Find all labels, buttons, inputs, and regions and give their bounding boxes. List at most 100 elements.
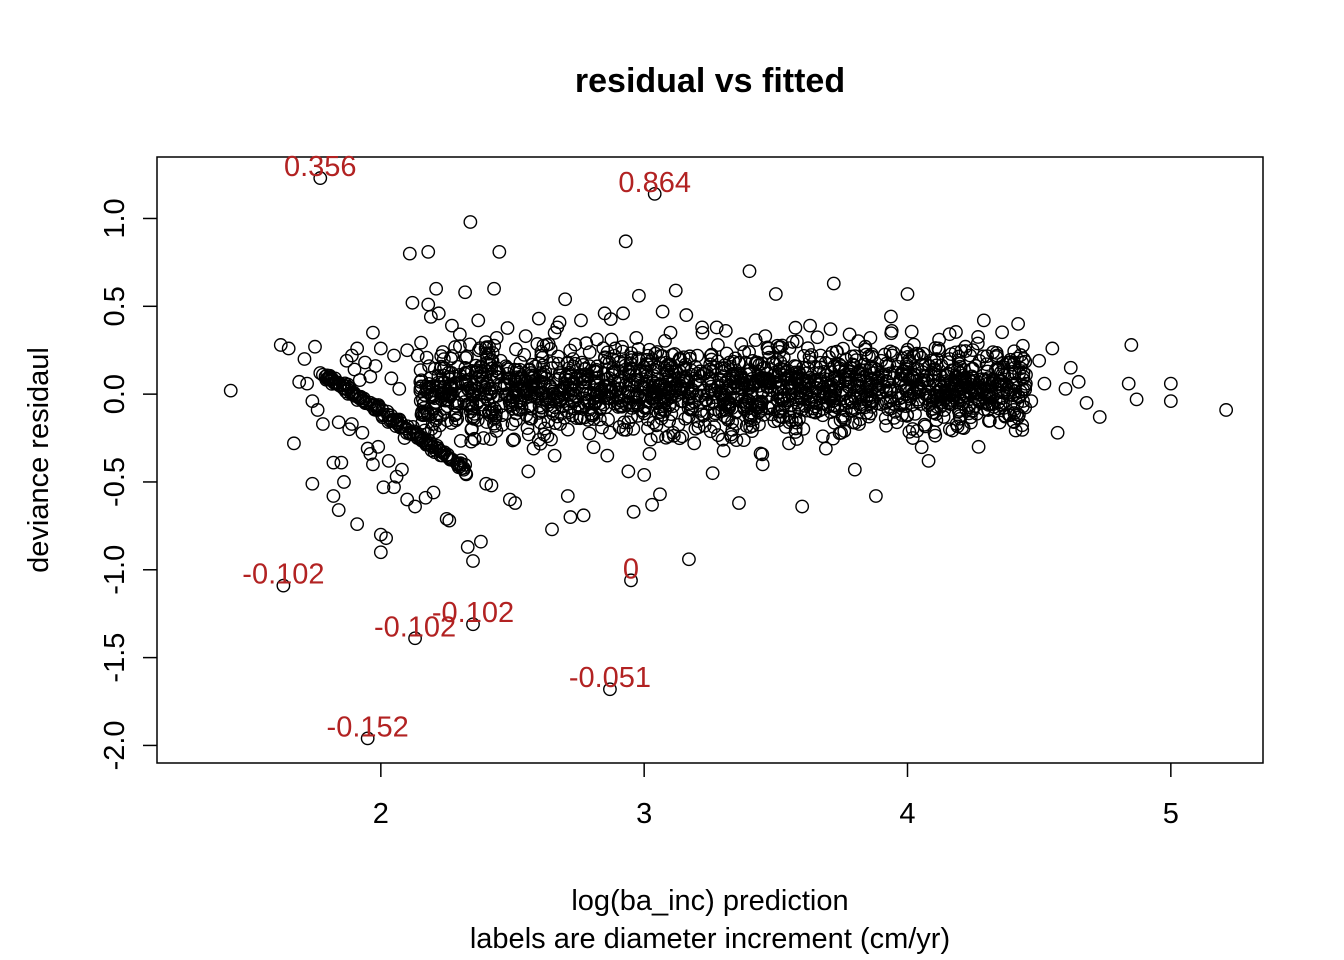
data-point bbox=[864, 376, 878, 391]
data-point bbox=[419, 350, 434, 365]
data-point bbox=[387, 348, 401, 363]
data-point bbox=[618, 234, 633, 249]
data-point bbox=[376, 480, 391, 495]
data-point bbox=[536, 338, 551, 353]
data-point bbox=[656, 398, 671, 412]
data-point bbox=[700, 387, 715, 402]
data-point bbox=[466, 554, 480, 568]
labeled-data-point bbox=[276, 578, 291, 593]
data-point bbox=[729, 417, 743, 431]
data-point bbox=[707, 383, 722, 398]
data-point bbox=[366, 457, 380, 472]
data-point bbox=[693, 364, 708, 379]
data-point bbox=[798, 387, 813, 402]
data-point bbox=[650, 429, 665, 444]
data-point bbox=[466, 388, 481, 403]
data-point bbox=[464, 410, 479, 425]
data-point bbox=[471, 313, 486, 328]
data-point bbox=[963, 348, 977, 363]
data-point bbox=[439, 448, 454, 463]
data-point bbox=[795, 499, 810, 514]
data-point bbox=[223, 383, 238, 398]
plot-frame bbox=[156, 156, 1264, 764]
data-point bbox=[711, 338, 725, 352]
x-axis-label: log(ba_inc) prediction bbox=[571, 885, 848, 917]
data-point bbox=[690, 373, 704, 388]
data-point bbox=[292, 374, 307, 389]
data-point bbox=[626, 421, 641, 436]
data-point bbox=[915, 357, 930, 372]
data-point bbox=[869, 489, 883, 503]
data-point bbox=[674, 379, 688, 394]
data-point bbox=[600, 448, 615, 463]
data-point bbox=[939, 374, 954, 389]
data-point bbox=[962, 406, 976, 421]
data-point bbox=[776, 360, 791, 374]
data-point bbox=[949, 325, 963, 339]
data-point bbox=[429, 281, 444, 296]
data-point bbox=[618, 378, 633, 392]
data-point bbox=[767, 414, 782, 429]
data-point bbox=[803, 392, 818, 407]
data-point bbox=[995, 367, 1010, 381]
data-point bbox=[497, 381, 511, 396]
data-point bbox=[586, 412, 601, 426]
data-point bbox=[421, 297, 436, 312]
data-point bbox=[748, 356, 763, 371]
data-point bbox=[1063, 360, 1078, 375]
data-point bbox=[492, 244, 507, 259]
data-point bbox=[982, 384, 996, 399]
data-point bbox=[553, 385, 568, 399]
data-point bbox=[988, 362, 1003, 377]
data-point bbox=[899, 382, 913, 397]
data-point bbox=[273, 338, 288, 352]
labeled-data-point bbox=[466, 617, 480, 632]
data-point bbox=[373, 341, 388, 356]
data-point bbox=[687, 436, 702, 451]
data-point bbox=[574, 313, 588, 328]
data-point bbox=[920, 373, 935, 387]
data-point bbox=[631, 342, 646, 356]
data-point bbox=[971, 330, 986, 344]
data-point bbox=[837, 412, 852, 427]
data-point bbox=[421, 244, 436, 259]
data-point bbox=[624, 401, 639, 415]
data-point bbox=[350, 341, 365, 356]
data-point bbox=[1013, 348, 1028, 362]
data-point bbox=[851, 334, 866, 348]
data-point bbox=[1121, 376, 1136, 391]
data-point bbox=[408, 499, 422, 514]
data-point bbox=[423, 309, 438, 324]
data-point bbox=[718, 391, 733, 405]
data-point bbox=[645, 497, 659, 512]
point-annotation: -0.051 bbox=[569, 662, 651, 694]
data-point bbox=[976, 313, 991, 328]
data-point bbox=[878, 367, 893, 382]
data-point bbox=[801, 341, 815, 356]
y-tick-label: -1.0 bbox=[99, 545, 131, 595]
data-point bbox=[557, 410, 572, 425]
data-point bbox=[389, 469, 404, 484]
data-point bbox=[458, 351, 473, 365]
data-point bbox=[995, 325, 1010, 340]
data-point bbox=[370, 400, 385, 415]
data-point bbox=[560, 489, 575, 503]
data-point bbox=[576, 357, 591, 372]
data-point bbox=[758, 329, 773, 344]
data-point bbox=[921, 398, 935, 413]
point-annotation: 0.356 bbox=[284, 151, 357, 183]
data-point bbox=[423, 387, 438, 402]
data-point bbox=[921, 453, 936, 468]
data-point bbox=[848, 402, 862, 417]
data-point bbox=[381, 453, 396, 468]
data-point bbox=[688, 421, 703, 436]
data-point bbox=[601, 412, 615, 427]
data-point bbox=[666, 428, 681, 443]
data-point bbox=[863, 361, 878, 376]
data-point bbox=[737, 345, 752, 359]
data-point bbox=[834, 359, 848, 374]
data-point bbox=[586, 440, 601, 455]
data-point bbox=[473, 534, 488, 549]
data-point bbox=[753, 395, 768, 410]
data-point bbox=[575, 372, 589, 387]
